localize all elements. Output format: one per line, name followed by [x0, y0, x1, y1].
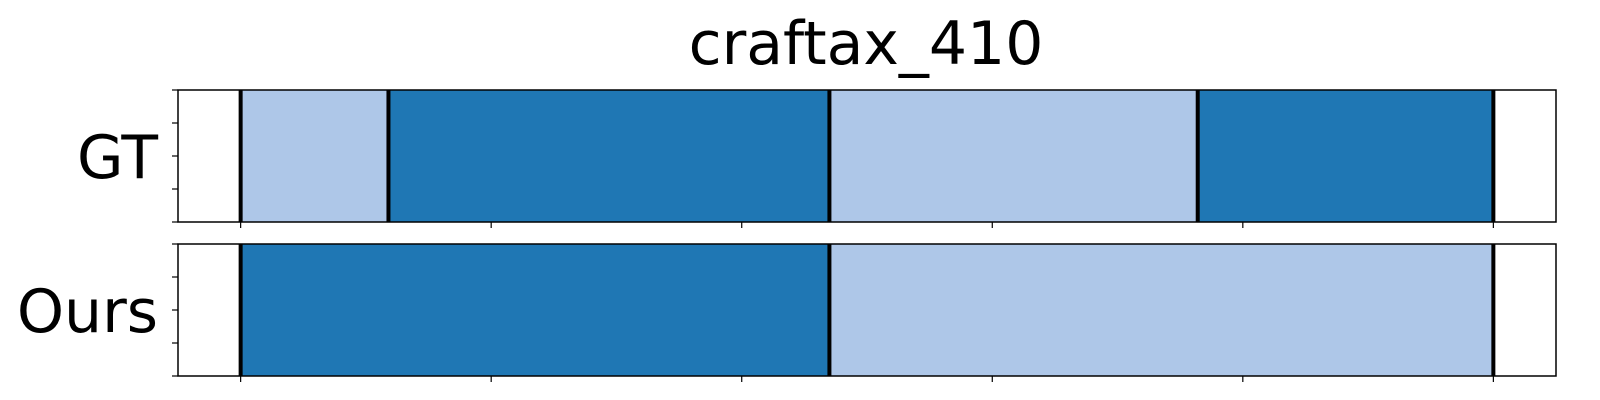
chart-title: craftax_410 — [689, 9, 1044, 79]
segment-0 — [240, 90, 389, 222]
row-label-gt: GT — [77, 123, 158, 193]
row-ours: Ours — [17, 243, 1557, 377]
row-gt: GT — [77, 89, 1557, 223]
ours-yticks — [172, 243, 178, 377]
x-axis-ticks — [240, 222, 1494, 382]
segment-2 — [829, 90, 1198, 222]
gt-boundaries — [238, 90, 1496, 222]
segment-1 — [388, 90, 830, 222]
segment-0 — [240, 244, 830, 376]
segment-1 — [829, 244, 1494, 376]
row-label-ours: Ours — [17, 277, 158, 347]
ours-segments — [240, 244, 1494, 376]
gt-segments — [240, 90, 1494, 222]
ours-boundaries — [238, 244, 1496, 376]
segment-3 — [1197, 90, 1494, 222]
gt-yticks — [172, 89, 178, 223]
